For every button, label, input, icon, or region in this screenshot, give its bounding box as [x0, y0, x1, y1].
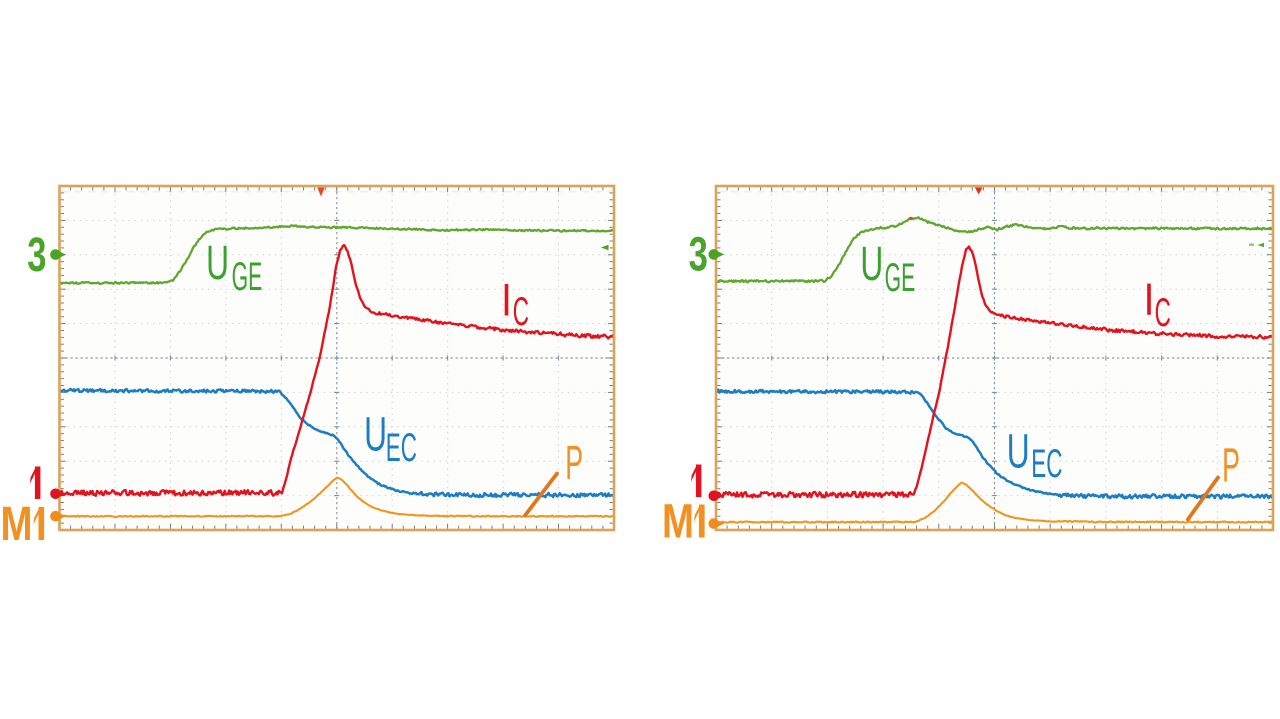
- svg-text:U: U: [1007, 424, 1030, 478]
- svg-text:M: M: [1, 498, 33, 551]
- svg-text:C: C: [1155, 290, 1171, 334]
- svg-text:P: P: [565, 437, 583, 490]
- svg-text:C: C: [513, 289, 529, 333]
- svg-text:3: 3: [27, 227, 46, 281]
- svg-text:M: M: [662, 496, 694, 549]
- svg-text:EC: EC: [386, 425, 417, 469]
- svg-text:3: 3: [689, 227, 708, 281]
- svg-text:U: U: [364, 407, 387, 461]
- svg-text:U: U: [860, 236, 883, 290]
- svg-text:P: P: [1222, 440, 1240, 493]
- svg-text:GE: GE: [232, 254, 263, 299]
- svg-text:EC: EC: [1031, 441, 1062, 485]
- svg-text:GE: GE: [885, 255, 916, 300]
- svg-text:U: U: [206, 235, 229, 289]
